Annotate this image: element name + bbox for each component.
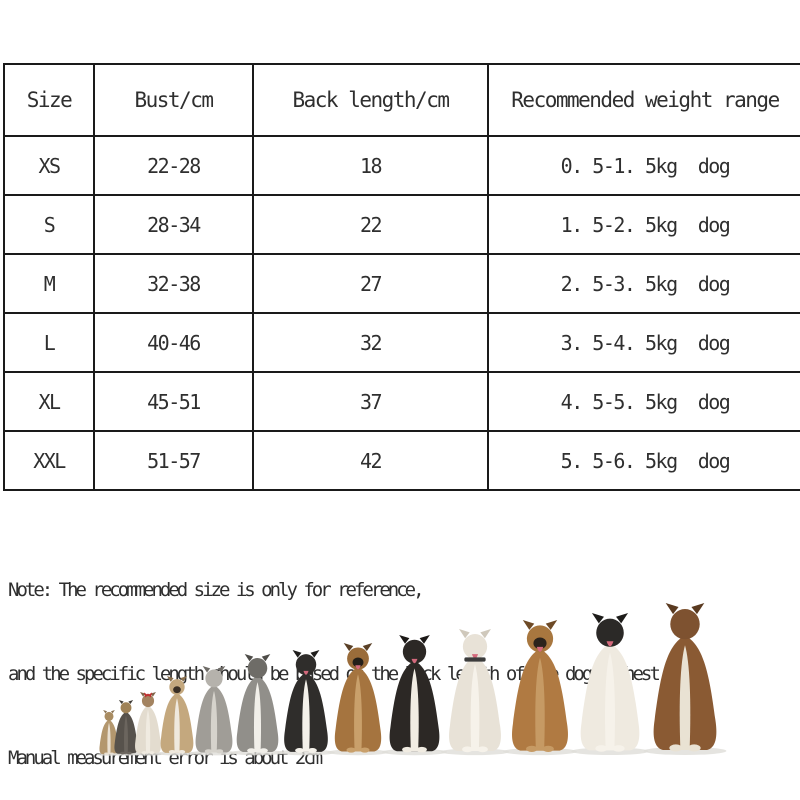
greater-swiss-mountain-dog-illustration [378,635,451,756]
table-row: XXL 51-57 42 5. 5-6. 5kg dog [4,431,800,491]
weight-cell: 1. 5-2. 5kg dog [488,195,800,255]
size-cell: XL [4,372,95,432]
weight-cell: 0. 5-1. 5kg dog [488,136,800,196]
size-cell: XXL [4,431,95,491]
bust-cell: 28-34 [94,195,254,255]
col-header-weight-range: Recommended weight range [488,64,800,137]
back-cell: 42 [253,431,489,491]
weight-cell: 3. 5-4. 5kg dog [488,313,800,373]
dog-size-lineup-image [95,603,731,756]
bust-cell: 45-51 [94,372,254,432]
back-cell: 32 [253,313,489,373]
table-row: L 40-46 32 3. 5-4. 5kg dog [4,313,800,373]
saint-bernard-illustration [639,603,731,756]
col-header-bust: Bust/cm [94,64,254,137]
mastiff-illustration [499,620,581,756]
miniature-schnauzer-illustration [187,666,241,756]
size-cell: M [4,254,95,314]
weight-cell: 5. 5-6. 5kg dog [488,431,800,491]
weight-cell: 4. 5-5. 5kg dog [488,372,800,432]
border-collie-illustration [274,650,338,756]
chihuahua-illustration [95,710,123,756]
back-cell: 37 [253,372,489,432]
back-cell: 18 [253,136,489,196]
col-header-back-length: Back length/cm [253,64,489,137]
note-line-1: Note: The recommended size is only for r… [8,579,425,601]
size-cell: S [4,195,95,255]
weight-cell: 2. 5-3. 5kg dog [488,254,800,314]
col-header-size: Size [4,64,95,137]
bust-cell: 51-57 [94,431,254,491]
table-row: XS 22-28 18 0. 5-1. 5kg dog [4,136,800,196]
belgian-malinois-illustration [324,643,392,756]
table-header-row: Size Bust/cm Back length/cm Recommended … [4,64,800,137]
size-cell: XS [4,136,95,196]
table-row: M 32-38 27 2. 5-3. 5kg dog [4,254,800,314]
landseer-newfoundland-illustration [567,613,653,756]
table-row: XL 45-51 37 4. 5-5. 5kg dog [4,372,800,432]
bust-cell: 40-46 [94,313,254,373]
bust-cell: 22-28 [94,136,254,196]
size-chart-table: Size Bust/cm Back length/cm Recommended … [3,63,800,491]
back-cell: 22 [253,195,489,255]
white-bulldog-illustration [437,629,513,756]
australian-shepherd-illustration [227,654,288,756]
bust-cell: 32-38 [94,254,254,314]
size-cell: L [4,313,95,373]
back-cell: 27 [253,254,489,314]
table-row: S 28-34 22 1. 5-2. 5kg dog [4,195,800,255]
shih-tzu-illustration [129,692,167,756]
brussels-griffon-illustration [153,676,201,756]
